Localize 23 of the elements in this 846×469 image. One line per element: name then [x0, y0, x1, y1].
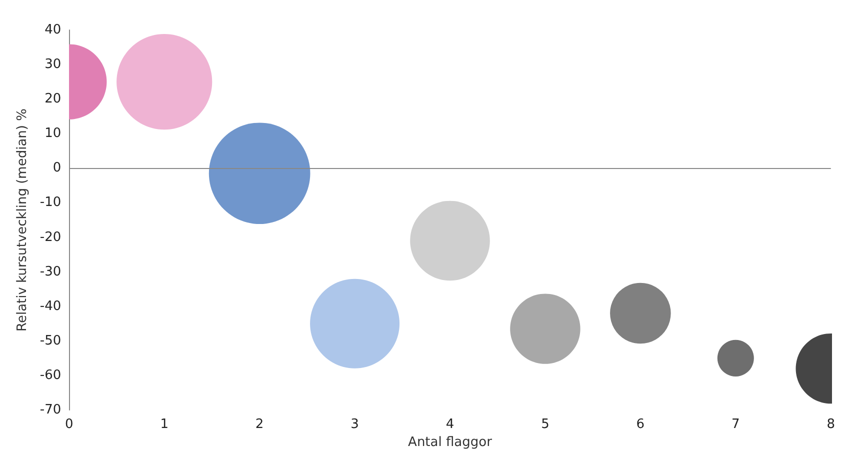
y-tick-label: 0: [52, 160, 62, 176]
x-tick-label: 3: [350, 417, 359, 432]
y-tick-label: -70: [40, 402, 62, 418]
x-tick-label: 1: [160, 417, 168, 432]
x-axis-title: Antal flaggor: [408, 435, 493, 450]
x-tick-label: 8: [826, 417, 836, 432]
y-tick-label: -20: [40, 230, 62, 245]
y-tick-label: 10: [44, 126, 62, 142]
x-tick-label: 5: [541, 417, 550, 432]
x-tick-label: 2: [255, 417, 264, 432]
y-tick-label: -10: [40, 195, 62, 210]
y-tick-label: 40: [44, 22, 62, 38]
y-tick-label: -50: [40, 333, 62, 348]
x-tick-label: 7: [732, 417, 740, 432]
x-tick-label: 6: [636, 417, 645, 432]
y-tick-label: 20: [44, 92, 62, 107]
x-tick-label: 4: [446, 417, 454, 432]
y-tick-label: 30: [44, 57, 62, 72]
y-tick-label: -40: [40, 298, 62, 314]
x-tick-label: 0: [64, 417, 74, 432]
y-axis-title: Relativ kursutveckling (median) %: [15, 108, 30, 332]
y-tick-label: -30: [40, 264, 62, 280]
y-tick-label: -60: [40, 368, 62, 383]
